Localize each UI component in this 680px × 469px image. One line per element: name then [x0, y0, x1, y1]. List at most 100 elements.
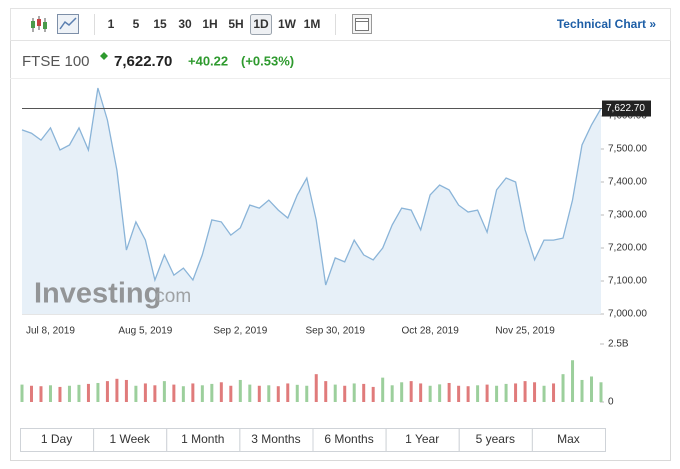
- volume-bar: [143, 383, 147, 402]
- volume-bar: [105, 381, 109, 402]
- volume-bar: [29, 385, 33, 402]
- interval-button[interactable]: 15: [153, 17, 167, 31]
- range-button-label[interactable]: 1 Year: [405, 432, 439, 446]
- watermark: Investing .com: [34, 278, 191, 310]
- volume-bar: [343, 385, 347, 402]
- volume-bar: [485, 384, 489, 402]
- interval-group: 1 5 15 30 1H 5H 1D 1W 1M: [108, 14, 321, 35]
- interval-button[interactable]: 1H: [202, 17, 217, 31]
- interval-button[interactable]: 5H: [228, 17, 243, 31]
- x-tick-label: Jul 8, 2019: [26, 326, 75, 337]
- volume-bar: [248, 384, 252, 402]
- interval-button[interactable]: 5: [133, 17, 140, 31]
- interval-button[interactable]: 1M: [304, 17, 321, 31]
- range-button-label[interactable]: 1 Week: [109, 432, 150, 446]
- last-price-label: 7,622.70: [606, 103, 645, 114]
- volume-bar: [362, 383, 366, 402]
- interval-button[interactable]: 30: [178, 17, 192, 31]
- range-button-label[interactable]: 3 Months: [251, 432, 300, 446]
- volume-bar: [191, 383, 195, 402]
- volume-bar: [267, 385, 271, 402]
- volume-bar: [48, 385, 52, 402]
- volume-bar: [561, 374, 565, 402]
- volume-bar: [200, 385, 204, 402]
- volume-bar: [352, 383, 356, 402]
- interval-button[interactable]: 1D: [253, 17, 269, 31]
- range-button-label[interactable]: 1 Month: [181, 432, 224, 446]
- volume-bar: [438, 384, 442, 402]
- y-tick-label: 7,300.00: [608, 210, 647, 221]
- volume-bar: [39, 386, 43, 402]
- volume-bar: [324, 381, 328, 402]
- volume-bar: [533, 382, 537, 402]
- volume-bar: [599, 382, 603, 402]
- range-button-label[interactable]: 1 Day: [41, 432, 72, 446]
- volume-bar: [552, 383, 556, 402]
- candle-icon[interactable]: [31, 16, 47, 32]
- y-tick-label: 7,200.00: [608, 243, 647, 254]
- last-price-box: [602, 100, 651, 117]
- price-line: [21, 87, 602, 286]
- range-button-label[interactable]: 5 years: [476, 432, 515, 446]
- y-tick-label: 2.5B: [608, 339, 629, 350]
- volume-bar: [276, 386, 280, 402]
- range-button[interactable]: [531, 428, 606, 452]
- volume-bar: [428, 385, 432, 402]
- volume-bar: [523, 381, 527, 402]
- watermark-brand: Investing: [34, 278, 161, 310]
- calendar-icon[interactable]: [352, 14, 372, 34]
- volume-bar: [457, 385, 461, 402]
- y-tick-label: 7,000.00: [608, 309, 647, 320]
- line-icon[interactable]: [57, 14, 79, 34]
- price-change: +40.22: [188, 53, 228, 68]
- volume-bar: [181, 386, 185, 402]
- volume-bar: [162, 381, 166, 402]
- volume-bar: [381, 377, 385, 402]
- x-tick-label: Nov 25, 2019: [495, 326, 555, 337]
- volume-bar: [295, 384, 299, 402]
- volume-bar: [96, 382, 100, 402]
- x-tick-label: Aug 5, 2019: [118, 326, 172, 337]
- last-price: 7,622.70: [114, 53, 172, 70]
- y-tick-label: 7,500.00: [608, 144, 647, 155]
- volume-bar: [447, 382, 451, 402]
- interval-selected: [250, 14, 272, 35]
- volume-bar: [238, 379, 242, 402]
- volume-bar: [466, 386, 470, 402]
- volume-bar: [58, 386, 62, 402]
- range-button-label[interactable]: 6 Months: [324, 432, 373, 446]
- volume-bar: [124, 379, 128, 402]
- volume-bar: [476, 385, 480, 402]
- interval-button[interactable]: 1: [108, 17, 115, 31]
- volume-bar: [333, 384, 337, 402]
- volume-bar: [571, 360, 575, 402]
- watermark-suffix: .com: [150, 286, 191, 307]
- plot: 7,000.00 7,100.00 7,200.00 7,300.00 7,400.00…: [20, 83, 651, 408]
- technical-chart-link[interactable]: Technical Chart »: [557, 17, 656, 31]
- volume-bar: [419, 383, 423, 402]
- volume-bar: [514, 383, 518, 402]
- y-tick-label: 7,400.00: [608, 177, 647, 188]
- x-tick-label: Sep 30, 2019: [305, 326, 365, 337]
- volume-bar: [86, 383, 90, 402]
- volume-bar: [20, 384, 24, 402]
- percent-change: (+0.53%): [241, 53, 294, 68]
- y-tick-label: 0: [608, 397, 614, 408]
- range-button-label[interactable]: Max: [557, 432, 580, 446]
- volume-bar: [400, 382, 404, 402]
- up-icon: [100, 52, 108, 60]
- volume-bar: [229, 385, 233, 402]
- volume-bar: [257, 385, 261, 402]
- volume-bar: [210, 383, 214, 402]
- instrument-name: FTSE 100: [22, 53, 90, 70]
- interval-button[interactable]: 1W: [278, 17, 297, 31]
- volume-bar: [314, 374, 318, 402]
- volume-bar: [134, 385, 138, 402]
- range-buttons: 1 Day 1 Week 1 Month 3 Months 6 Months 1 Year…: [20, 428, 606, 452]
- volume-bar: [542, 385, 546, 402]
- volume-bar: [172, 384, 176, 402]
- volume-bar: [305, 385, 309, 402]
- toolbar: [10, 8, 671, 41]
